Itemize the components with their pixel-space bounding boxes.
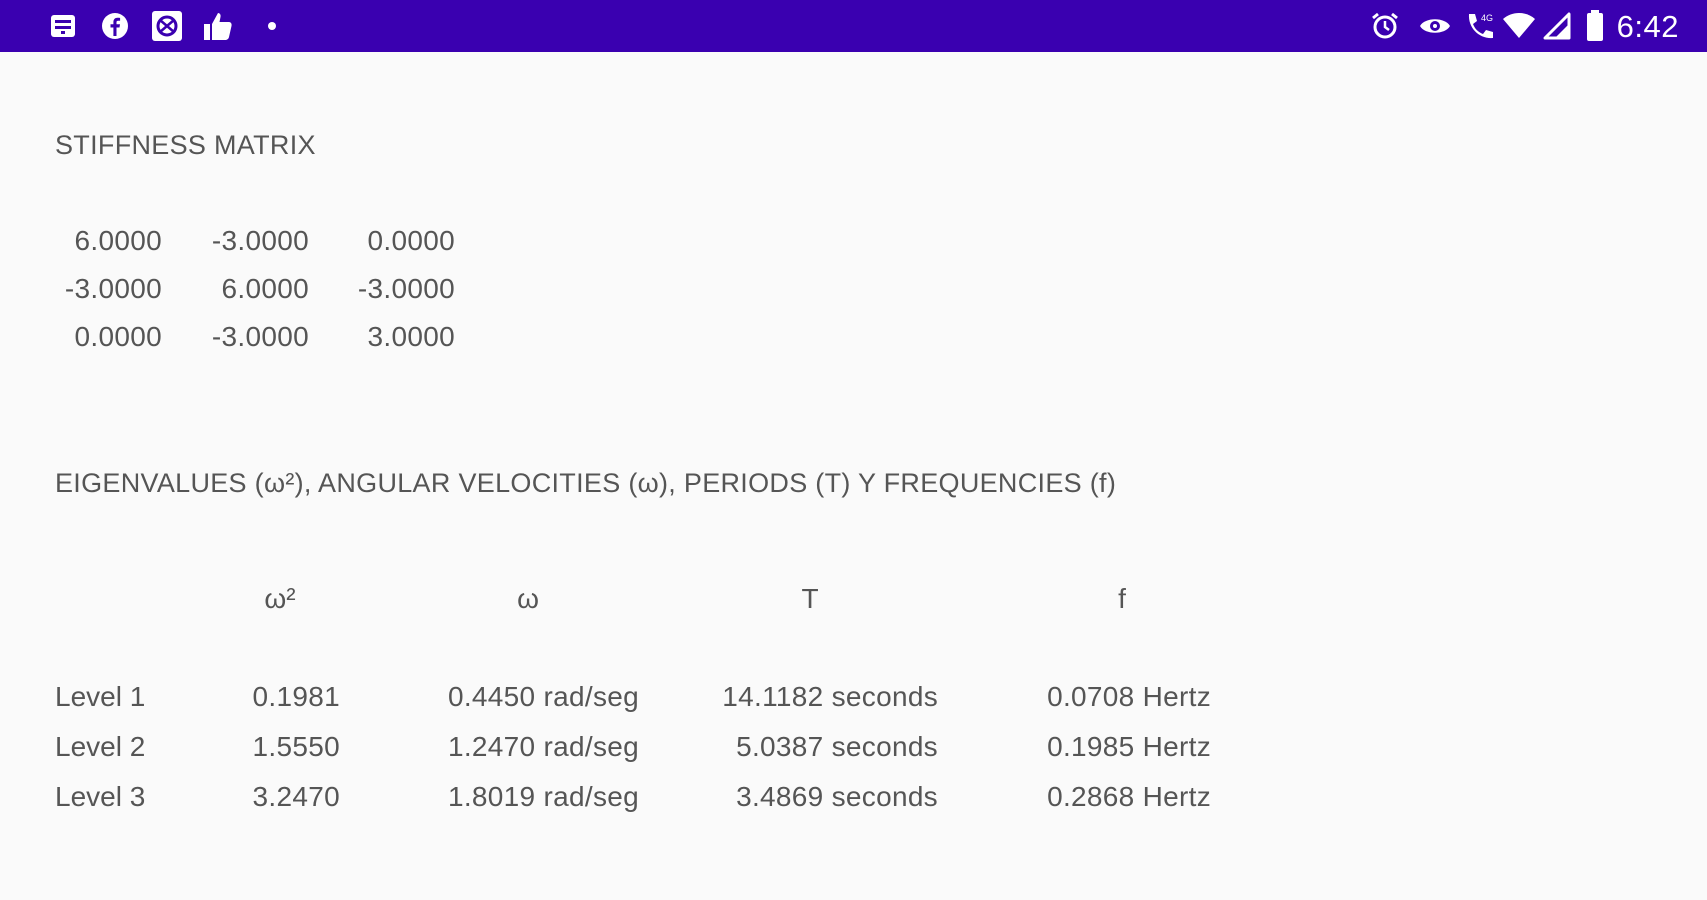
- status-bar: 4G 6:42: [0, 0, 1707, 52]
- facebook-icon: [98, 0, 132, 52]
- angular-velocity-cell: 1.8019 rad/seg: [447, 781, 639, 812]
- frequency-cell: 0.0708 Hertz: [1047, 681, 1211, 712]
- status-time: 6:42: [1616, 9, 1679, 44]
- period-cell: 5.0387 seconds: [736, 731, 938, 762]
- wifi-icon: [1500, 0, 1538, 52]
- eigenvalue-cell: 0.1981: [252, 681, 340, 712]
- level-label: Level 3: [55, 781, 146, 812]
- frequency-cell: 0.1985 Hertz: [1047, 731, 1211, 762]
- frequency-cell: 0.2868 Hertz: [1047, 781, 1211, 812]
- matrix-cell: 6.0000: [221, 273, 309, 304]
- matrix-cell: -3.0000: [357, 273, 455, 304]
- dot-icon: [262, 0, 282, 52]
- notification-square-icon: [46, 0, 80, 52]
- matrix-cell: 3.0000: [367, 321, 455, 352]
- matrix-cell: -3.0000: [211, 225, 309, 256]
- angular-velocity-cell: 0.4450 rad/seg: [447, 681, 639, 712]
- vpn-app-icon: [150, 0, 184, 52]
- level-label: Level 2: [55, 731, 146, 762]
- matrix-cell: -3.0000: [211, 321, 309, 352]
- header-frequency: f: [1118, 583, 1126, 614]
- svg-text:4G: 4G: [1481, 13, 1493, 23]
- matrix-cell: 0.0000: [367, 225, 455, 256]
- header-omega-squared: ω²: [264, 583, 296, 614]
- angular-velocity-cell: 1.2470 rad/seg: [447, 731, 639, 762]
- volte-call-icon: 4G: [1462, 0, 1500, 52]
- alarm-icon: [1368, 0, 1402, 52]
- thumbs-up-icon: [200, 0, 236, 52]
- period-cell: 3.4869 seconds: [736, 781, 938, 812]
- header-period: T: [801, 583, 819, 614]
- eigen-title: EIGENVALUES (ω²), ANGULAR VELOCITIES (ω)…: [55, 468, 1117, 498]
- stiffness-title: STIFFNESS MATRIX: [55, 130, 316, 160]
- header-omega: ω: [517, 583, 539, 614]
- signal-icon: [1540, 0, 1574, 52]
- period-cell: 14.1182 seconds: [722, 681, 938, 712]
- matrix-cell: -3.0000: [64, 273, 162, 304]
- eye-icon: [1416, 0, 1454, 52]
- eigenvalue-cell: 3.2470: [252, 781, 340, 812]
- matrix-cell: 6.0000: [74, 225, 162, 256]
- level-label: Level 1: [55, 681, 146, 712]
- eigenvalue-cell: 1.5550: [252, 731, 340, 762]
- matrix-cell: 0.0000: [74, 321, 162, 352]
- results-content: STIFFNESS MATRIX 6.0000 -3.0000 0.0000 -…: [0, 52, 1707, 900]
- battery-icon: [1582, 0, 1608, 52]
